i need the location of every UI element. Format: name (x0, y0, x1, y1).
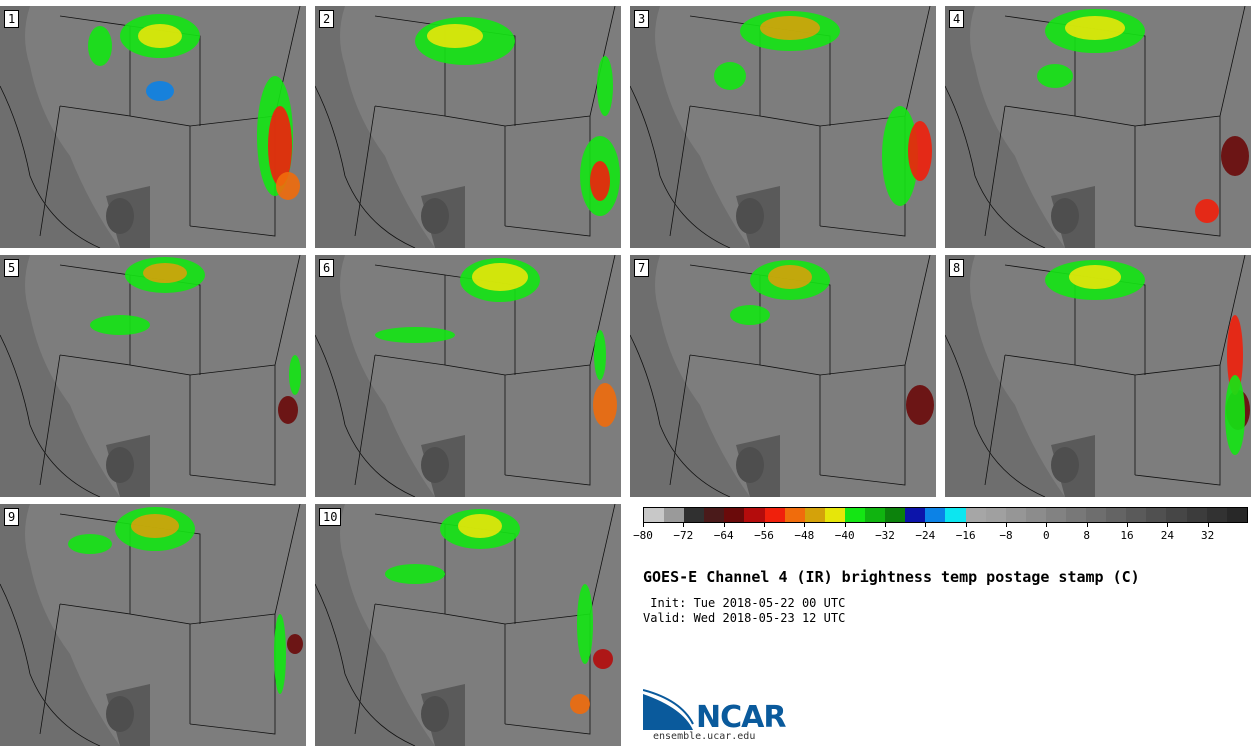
tick-mark (885, 523, 886, 527)
panel-10: 10 (315, 504, 621, 746)
tick-mark (683, 523, 685, 527)
panel-number: 7 (634, 259, 650, 277)
tick-label: 0 (1043, 529, 1050, 542)
panel-number: 10 (319, 508, 342, 526)
map-svg (630, 255, 936, 497)
tick-mark (1046, 523, 1048, 527)
panel-7: 7 (630, 255, 936, 497)
colorbar-ticks: −80 −72 −64 −56 −48 −40 −32 −24 −16 −8 0 8 16 24 32 (633, 523, 1248, 543)
colorbar-swatch (925, 508, 946, 522)
panel-5: 5 (0, 255, 306, 497)
colorbar-swatch (1166, 508, 1187, 522)
colorbar-swatch (684, 508, 705, 522)
colorbar-swatch (844, 508, 866, 522)
map-svg (630, 6, 936, 248)
panel-2: 2 (315, 6, 621, 248)
panel-number: 6 (319, 259, 335, 277)
panel-3: 3 (630, 6, 936, 248)
colorbar-swatch (1065, 508, 1087, 522)
run-info: Init: Tue 2018-05-22 00 UTC Valid: Wed 2… (643, 596, 845, 626)
colorbar-swatch (1126, 508, 1147, 522)
colorbar-swatch (744, 508, 765, 522)
map-svg (0, 6, 306, 248)
tick-mark (1207, 523, 1209, 527)
colorbar (643, 507, 1248, 523)
colorbar-swatch (784, 508, 805, 522)
panel-1: 1 (0, 6, 306, 248)
map-svg (315, 255, 621, 497)
tick-label: −8 (999, 529, 1013, 542)
figure-title: GOES-E Channel 4 (IR) brightness temp po… (643, 568, 1140, 586)
map-svg (945, 6, 1251, 248)
colorbar-swatch (965, 508, 986, 522)
colorbar-swatch (1045, 508, 1066, 522)
ncar-logo-text: NCAR (696, 700, 786, 735)
colorbar-swatch (1186, 508, 1207, 522)
tick-mark (844, 523, 846, 527)
tick-mark (965, 523, 967, 527)
colorbar-swatch (804, 508, 825, 522)
tick-label: −80 (633, 529, 653, 542)
colorbar-swatch (985, 508, 1006, 522)
valid-time: Valid: Wed 2018-05-23 12 UTC (643, 611, 846, 625)
tick-label: 8 (1083, 529, 1090, 542)
panel-number: 5 (4, 259, 20, 277)
tick-label: −16 (955, 529, 976, 542)
tick-mark (1006, 523, 1007, 527)
panel-number: 3 (634, 10, 650, 28)
colorbar-swatch (865, 508, 886, 522)
panel-number: 8 (949, 259, 965, 277)
colorbar-swatch (664, 508, 685, 522)
ncar-logo-icon (643, 689, 694, 730)
panel-6: 6 (315, 255, 621, 497)
panel-number: 4 (949, 10, 965, 28)
tick-mark (1127, 523, 1128, 527)
tick-mark (804, 523, 806, 527)
tick-label: 24 (1160, 529, 1174, 542)
colorbar-swatch (885, 508, 906, 522)
tick-label: −56 (754, 529, 774, 542)
tick-label: −32 (875, 529, 895, 542)
tick-mark (1086, 523, 1088, 527)
tick-label: −64 (713, 529, 734, 542)
colorbar-swatch (945, 508, 966, 522)
logo-url: ensemble.ucar.edu (653, 731, 756, 742)
panel-number: 1 (4, 10, 20, 28)
panel-4: 4 (945, 6, 1251, 248)
colorbar-swatch (905, 508, 926, 522)
map-svg (0, 255, 306, 497)
colorbar-swatch (1086, 508, 1107, 522)
tick-label: −24 (915, 529, 936, 542)
colorbar-swatch (1025, 508, 1046, 522)
colorbar-swatch (1106, 508, 1127, 522)
tick-mark (764, 523, 765, 527)
colorbar-swatch (1146, 508, 1167, 522)
init-time: Init: Tue 2018-05-22 00 UTC (643, 596, 846, 610)
colorbar-swatch (704, 508, 725, 522)
colorbar-swatch (1206, 508, 1227, 522)
tick-label: −72 (673, 529, 694, 542)
tick-mark (723, 523, 725, 527)
tick-label: −40 (834, 529, 855, 542)
colorbar-swatch (724, 508, 745, 522)
map-svg (945, 255, 1251, 497)
panel-9: 9 (0, 504, 306, 746)
colorbar-swatch (1226, 508, 1247, 522)
panel-number: 9 (4, 508, 20, 526)
colorbar-swatch (644, 508, 665, 522)
tick-mark (643, 523, 644, 527)
panel-8: 8 (945, 255, 1251, 497)
tick-label: 16 (1120, 529, 1134, 542)
map-svg (315, 504, 621, 746)
colorbar-swatch (824, 508, 845, 522)
colorbar-swatch (1005, 508, 1026, 522)
tick-mark (925, 523, 927, 527)
map-svg (0, 504, 306, 746)
colorbar-swatch (764, 508, 785, 522)
panel-number: 2 (319, 10, 335, 28)
map-svg (315, 6, 621, 248)
tick-mark (1167, 523, 1169, 527)
tick-label: −48 (794, 529, 815, 542)
tick-label: 32 (1201, 529, 1215, 542)
